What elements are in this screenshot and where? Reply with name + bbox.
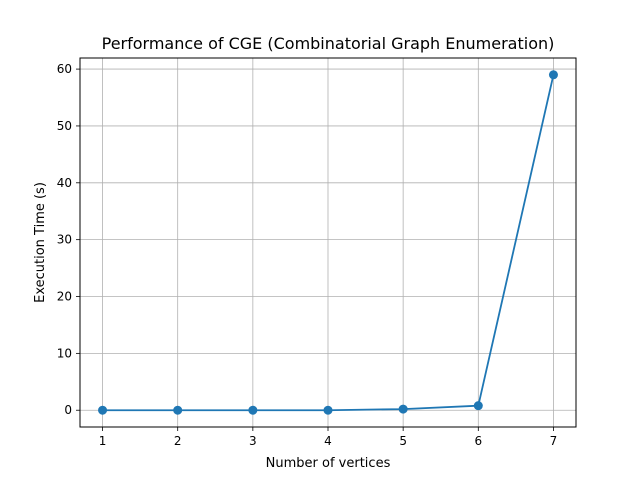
y-axis-label: Execution Time (s) (33, 182, 48, 303)
y-tick-label: 30 (57, 233, 72, 247)
y-tick-label: 50 (57, 119, 72, 133)
x-axis-label: Number of vertices (266, 456, 391, 471)
y-tick-label: 40 (57, 176, 72, 190)
x-tick-label: 5 (399, 434, 407, 448)
data-point (473, 401, 483, 411)
chart-title: Performance of CGE (Combinatorial Graph … (102, 34, 555, 53)
data-point (248, 405, 258, 415)
data-point (398, 404, 408, 414)
data-point (323, 405, 333, 415)
y-tick-label: 20 (57, 290, 72, 304)
series-layer (98, 70, 558, 415)
data-point (173, 405, 183, 415)
x-tick-label: 2 (174, 434, 182, 448)
x-tick-label: 7 (550, 434, 558, 448)
data-point (98, 405, 108, 415)
x-tick-label: 4 (324, 434, 332, 448)
y-tick-label: 0 (64, 403, 72, 417)
x-tick-label: 3 (249, 434, 257, 448)
y-tick-label: 10 (57, 346, 72, 360)
data-point (548, 70, 558, 80)
y-tick-label: 60 (57, 62, 72, 76)
x-tick-label: 1 (99, 434, 107, 448)
axis-ticks: 1 2 3 4 5 6 7 0 10 20 30 40 50 60 (57, 62, 558, 448)
x-tick-label: 6 (474, 434, 482, 448)
